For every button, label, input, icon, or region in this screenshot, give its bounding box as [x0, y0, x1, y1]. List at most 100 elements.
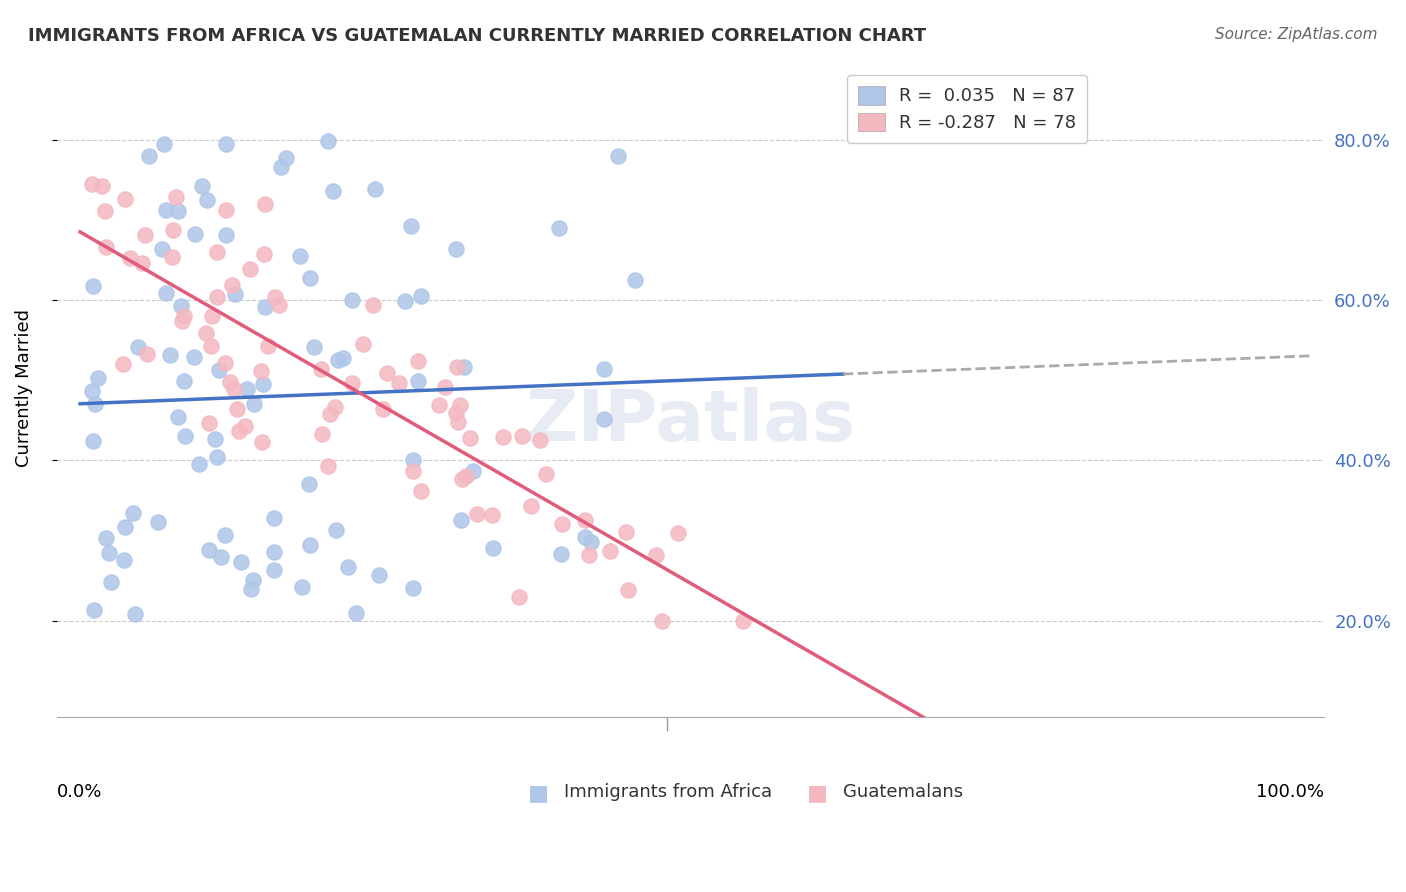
Point [578, 548, 600, 562]
Point [82, 384, 104, 398]
Point [226, 401, 249, 416]
Point [461, 464, 484, 478]
Point [316, 134, 339, 148]
Point [263, 544, 285, 558]
Point [446, 415, 468, 429]
Point [318, 458, 340, 473]
Point [122, 506, 145, 520]
Point [188, 457, 211, 471]
Point [342, 376, 364, 390]
Point [82, 434, 104, 449]
Point [250, 364, 273, 378]
Point [94, 203, 117, 218]
Point [221, 278, 243, 293]
Point [449, 398, 471, 412]
Point [83, 603, 105, 617]
Point [201, 309, 224, 323]
Point [131, 256, 153, 270]
Point [451, 472, 474, 486]
Point [402, 582, 425, 596]
Point [150, 242, 173, 256]
Point [80, 177, 103, 191]
Point [218, 375, 240, 389]
Point [332, 351, 354, 365]
Point [82, 278, 104, 293]
Point [159, 348, 181, 362]
Point [233, 418, 256, 433]
Point [536, 467, 558, 481]
Point [309, 362, 332, 376]
Point [254, 300, 277, 314]
Point [456, 468, 478, 483]
Point [160, 250, 183, 264]
Point [215, 202, 238, 217]
Point [94, 240, 117, 254]
Point [733, 614, 755, 628]
Point [599, 544, 621, 558]
Text: IMMIGRANTS FROM AFRICA VS GUATEMALAN CURRENTLY MARRIED CORRELATION CHART: IMMIGRANTS FROM AFRICA VS GUATEMALAN CUR… [28, 27, 927, 45]
Point [579, 534, 602, 549]
Point [214, 356, 236, 370]
Point [399, 219, 422, 233]
Point [134, 227, 156, 242]
Point [666, 525, 689, 540]
Point [361, 298, 384, 312]
Point [547, 220, 569, 235]
Point [214, 227, 236, 242]
Point [593, 412, 616, 426]
Point [444, 405, 467, 419]
Y-axis label: Currently Married: Currently Married [15, 310, 32, 467]
Point [166, 203, 188, 218]
Point [114, 192, 136, 206]
Point [198, 542, 221, 557]
Point [574, 530, 596, 544]
Point [298, 270, 321, 285]
Point [364, 182, 387, 196]
Point [167, 409, 190, 424]
Point [606, 149, 628, 163]
Point [645, 548, 668, 562]
Text: Source: ZipAtlas.com: Source: ZipAtlas.com [1215, 27, 1378, 42]
Point [224, 287, 246, 301]
Point [492, 429, 515, 443]
Point [299, 538, 322, 552]
Text: 100.0%: 100.0% [1257, 782, 1324, 801]
Point [326, 352, 349, 367]
Point [153, 137, 176, 152]
Point [243, 397, 266, 411]
Point [236, 382, 259, 396]
Point [434, 380, 457, 394]
Point [162, 222, 184, 236]
Point [239, 582, 262, 596]
Point [409, 483, 432, 498]
Text: 0.0%: 0.0% [56, 782, 103, 801]
Point [252, 376, 274, 391]
Point [200, 339, 222, 353]
Point [229, 555, 252, 569]
Point [138, 149, 160, 163]
Point [100, 574, 122, 589]
Point [623, 273, 645, 287]
Point [228, 424, 250, 438]
Point [264, 290, 287, 304]
Text: ■: ■ [807, 782, 828, 803]
Point [465, 508, 488, 522]
Point [337, 560, 360, 574]
Point [146, 515, 169, 529]
Point [401, 464, 423, 478]
Point [388, 376, 411, 390]
Point [198, 416, 221, 430]
Point [263, 563, 285, 577]
Point [288, 249, 311, 263]
Point [406, 354, 429, 368]
Point [136, 346, 159, 360]
Point [112, 552, 135, 566]
Point [124, 607, 146, 621]
Point [155, 202, 177, 217]
Point [170, 299, 193, 313]
Point [97, 546, 120, 560]
Point [114, 520, 136, 534]
Point [214, 136, 236, 151]
Point [323, 400, 346, 414]
Point [411, 288, 433, 302]
